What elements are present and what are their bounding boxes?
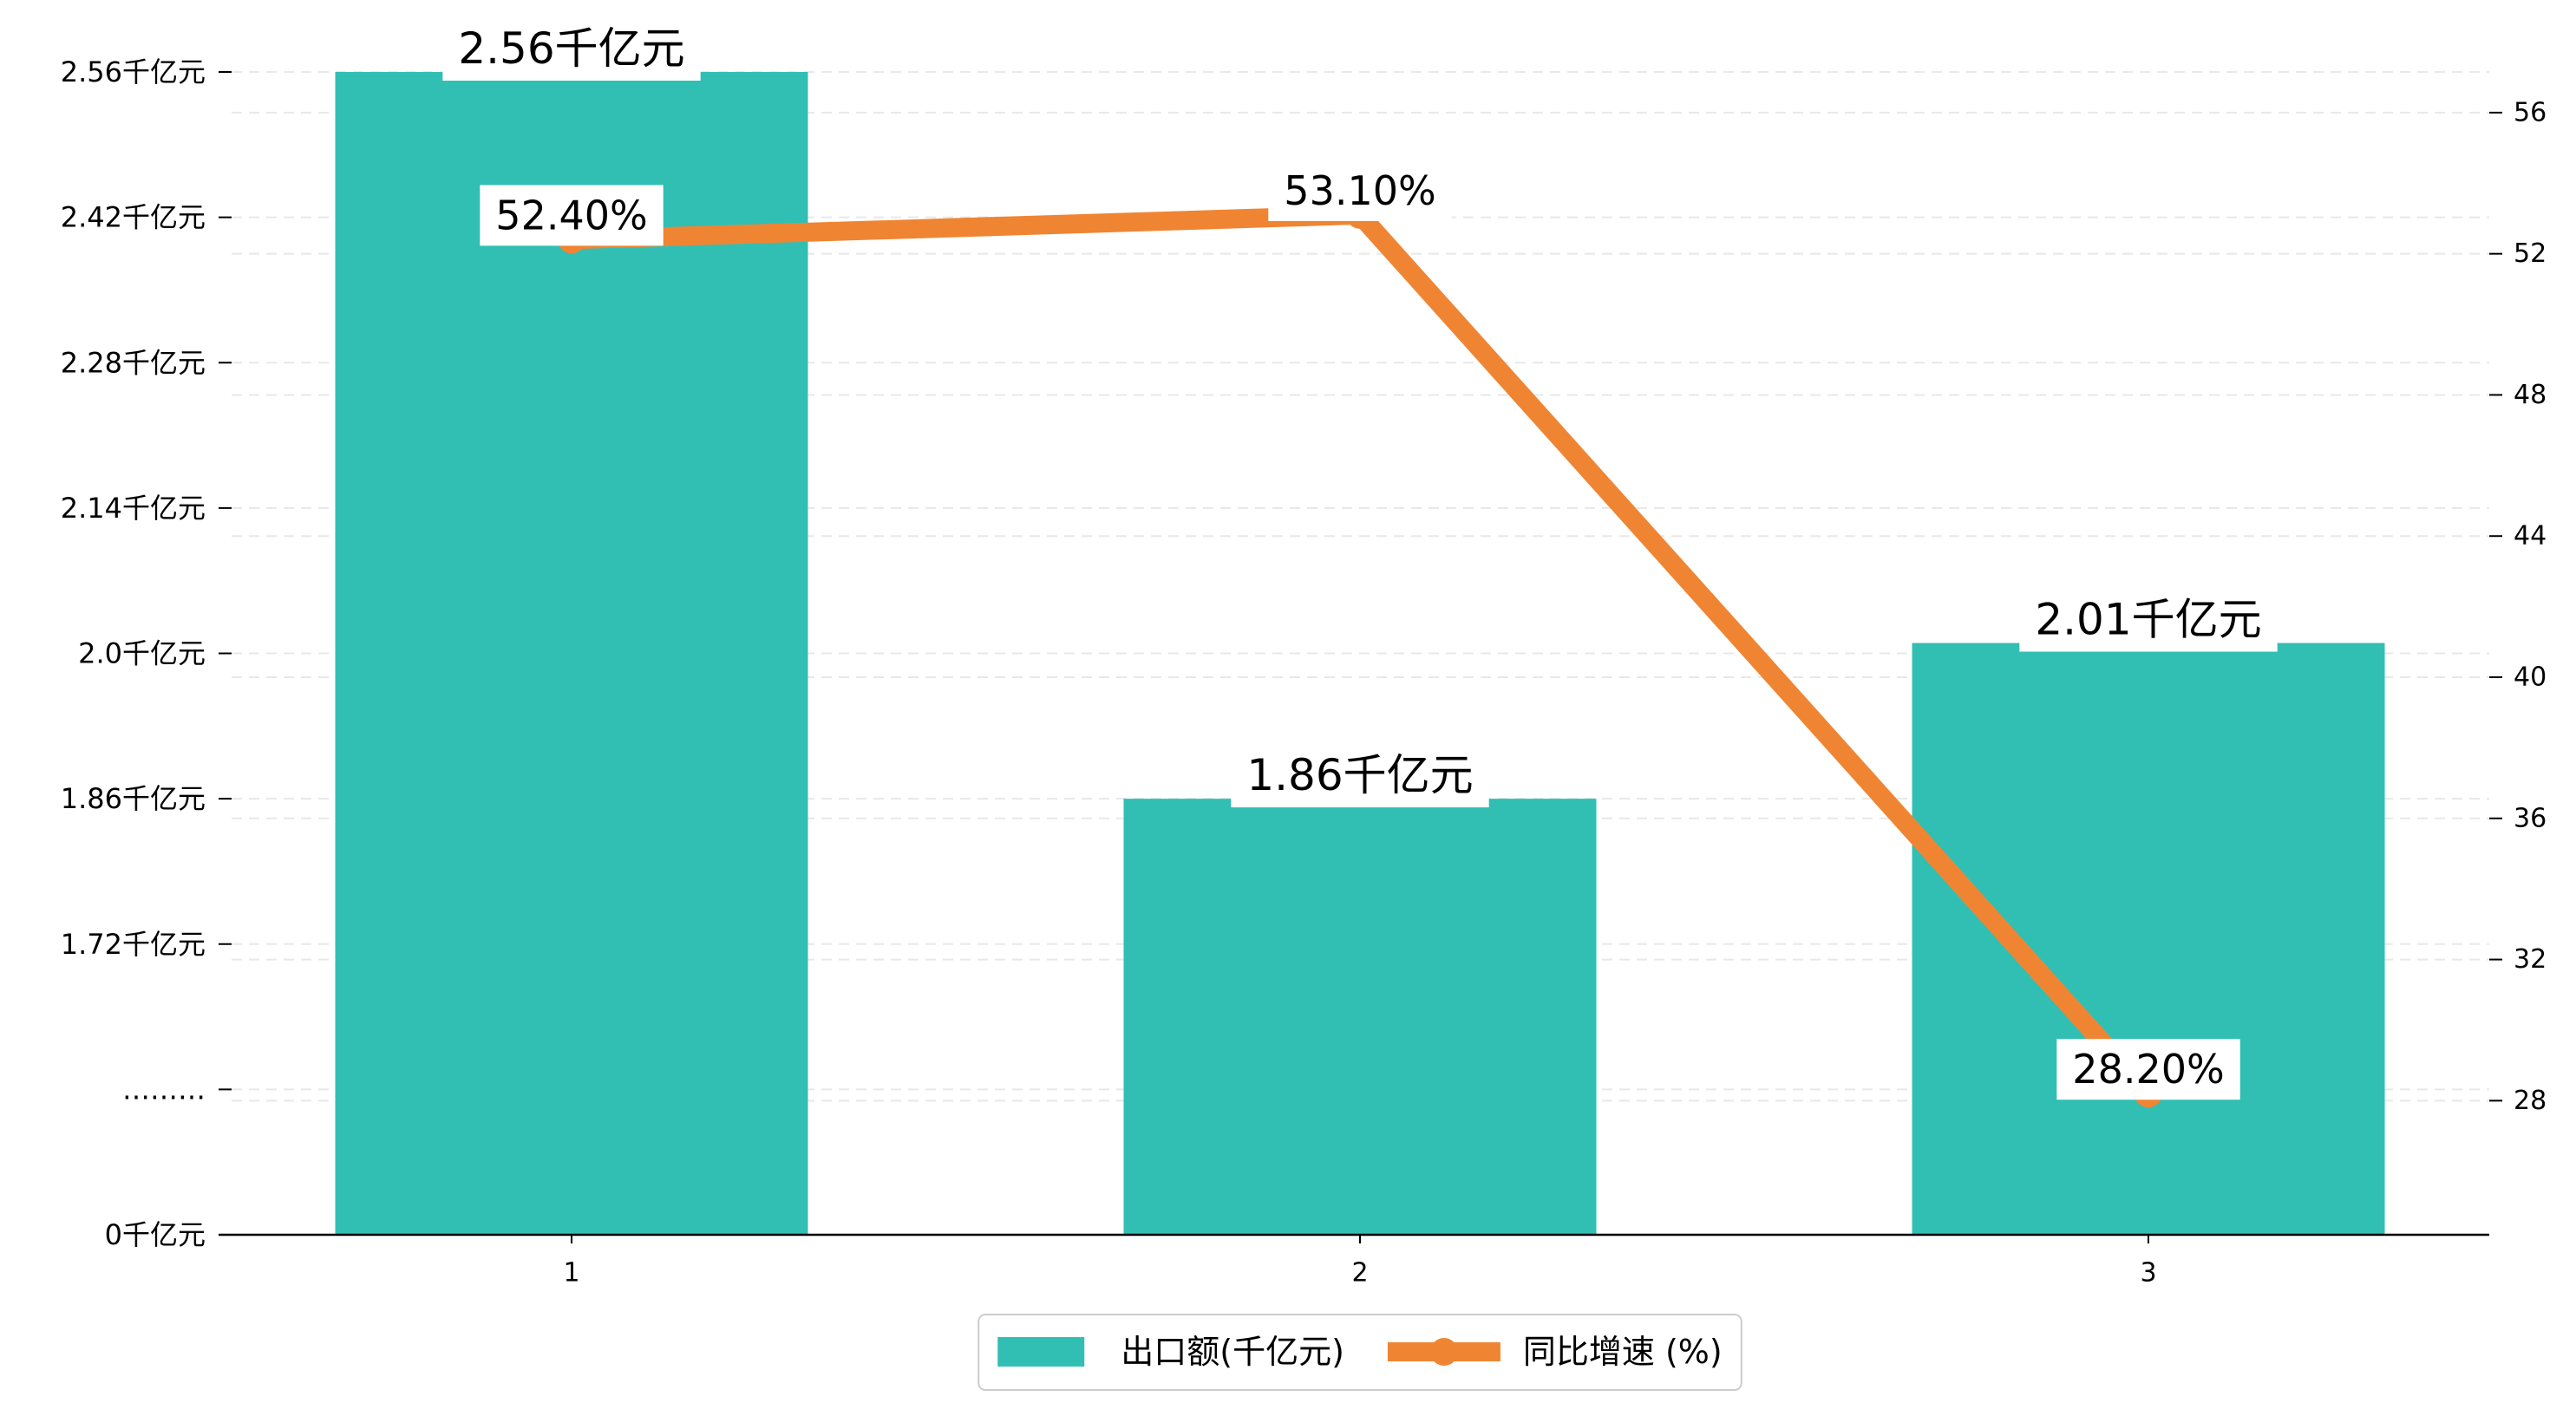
bar-value-label-box [442, 16, 701, 81]
y-left-tick-label: 2.14千亿元 [61, 492, 206, 525]
line-value-label-box [1268, 160, 1452, 221]
bar-value-label-box [2019, 587, 2278, 652]
line-value-label: 52.40% [495, 192, 647, 238]
axes: 2.56千亿元 2.42千亿元 2.28千亿元 2.14千亿元 2.0千亿元 1.86千亿… [61, 55, 2547, 1289]
y-left-tick-label: 2.28千亿元 [61, 346, 206, 379]
y-right-tick-label: 40 [2514, 662, 2547, 693]
bar-value-label-group: 1.86千亿元 [1231, 743, 1489, 808]
y-right-tick-label: 48 [2514, 380, 2547, 410]
y-right-tick-label: 56 [2514, 97, 2547, 127]
legend-box [977, 1314, 1742, 1391]
bar-value-label-box [1231, 743, 1489, 808]
y-left-tick-label: 2.56千亿元 [61, 55, 206, 88]
bar [1912, 643, 2385, 1235]
bar-value-label-group: 2.56千亿元 [442, 16, 701, 81]
line-value-label-group: 28.20% [2056, 1039, 2240, 1100]
line-value-label-box [2056, 1039, 2240, 1100]
y-left-tick-label: ……… [122, 1073, 206, 1106]
legend-label-export: 出口额(千亿元) [1121, 1333, 1344, 1371]
y-left-tick-label: 1.86千亿元 [61, 782, 206, 815]
line-value-label: 53.10% [1284, 167, 1435, 214]
y-right-tick-label: 36 [2514, 803, 2547, 833]
bar-value-label-group: 2.01千亿元 [2019, 587, 2278, 652]
legend-swatch-marker [1429, 1338, 1458, 1366]
line-value-label: 28.20% [2072, 1046, 2224, 1093]
bar-value-label: 2.56千亿元 [458, 23, 684, 74]
line-value-label-box [480, 185, 664, 246]
data-labels: 2.56千亿元 1.86千亿元 2.01千亿元 52.40% 53.10% 28.20% [442, 16, 2278, 1100]
y-left-tick-label: 2.42千亿元 [61, 201, 206, 234]
legend: 出口额(千亿元) 同比增速 (%) [977, 1314, 1742, 1391]
y-right-tick-label: 52 [2514, 238, 2547, 269]
bar-series [335, 72, 2385, 1235]
bar-value-label: 2.01千亿元 [2035, 595, 2261, 645]
y-right-tick-label: 28 [2514, 1086, 2547, 1116]
y-right-tick-label: 32 [2514, 944, 2547, 975]
legend-swatch-bar [997, 1337, 1085, 1367]
x-tick-label: 2 [1351, 1258, 1368, 1289]
y-left-tick-label: 0千亿元 [105, 1218, 206, 1251]
x-tick-label: 1 [563, 1258, 579, 1289]
bar-value-label: 1.86千亿元 [1246, 750, 1473, 800]
legend-label-growth: 同比增速 (%) [1523, 1333, 1723, 1371]
bar [1123, 799, 1597, 1235]
bar [335, 72, 808, 1235]
y-right-tick-label: 44 [2514, 521, 2547, 551]
y-left-tick-label: 1.72千亿元 [61, 928, 206, 961]
line-value-label-group: 52.40% [480, 185, 664, 246]
line-value-label-group: 53.10% [1268, 160, 1452, 221]
y-left-tick-label: 2.0千亿元 [78, 637, 206, 670]
x-tick-label: 3 [2140, 1258, 2156, 1289]
